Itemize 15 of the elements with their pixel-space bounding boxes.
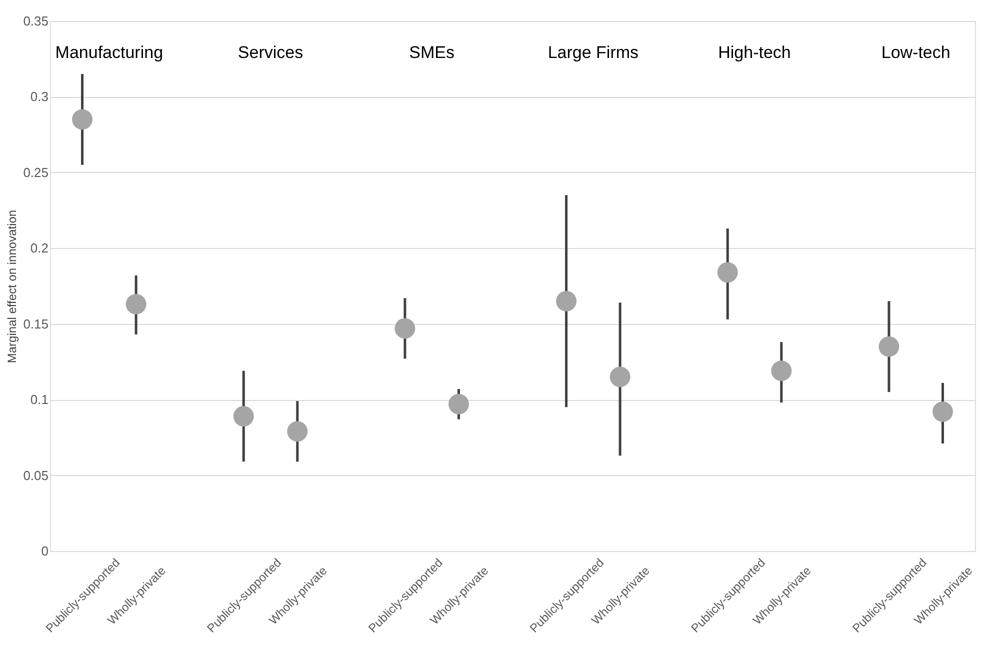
y-axis-title: Marginal effect on innovation bbox=[5, 210, 20, 364]
annotation: Large Firms bbox=[548, 43, 639, 62]
annotation: High-tech bbox=[718, 43, 791, 62]
y-tick-label: 0.35 bbox=[23, 14, 48, 28]
annotation: Low-tech bbox=[881, 43, 950, 62]
annotation: Manufacturing bbox=[55, 43, 164, 62]
y-tick-label: 0.1 bbox=[30, 392, 48, 408]
annotation: SMEs bbox=[409, 43, 455, 62]
annotation: Services bbox=[238, 43, 304, 62]
y-tick-label: 0.05 bbox=[23, 468, 48, 483]
y-tick-label: 0.3 bbox=[30, 89, 48, 104]
y-tick-label: 0 bbox=[41, 544, 48, 558]
y-tick-label: 0.2 bbox=[30, 240, 48, 256]
y-tick-label: 0.25 bbox=[23, 164, 48, 180]
y-tick-label: 0.15 bbox=[23, 316, 48, 332]
